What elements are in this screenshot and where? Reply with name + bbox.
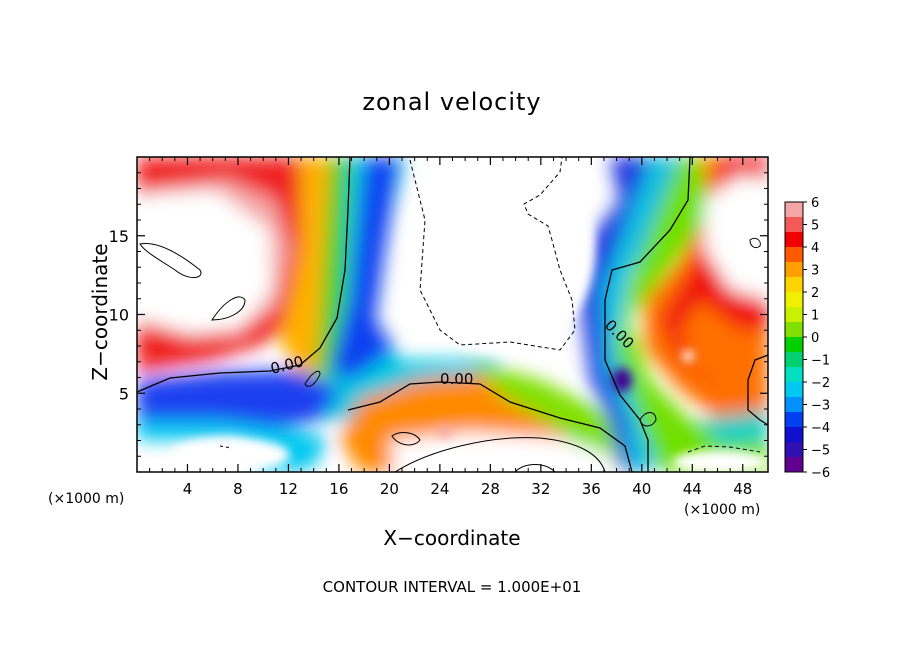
x-tick-label: 24 [430,480,449,498]
colorbar-swatch [785,277,803,293]
colorbar-swatch [785,202,803,218]
region-central-jet-blue [330,157,400,380]
colorbar-tick-label: 4 [811,241,819,256]
x-tick-label: 12 [279,480,298,498]
y-tick-label: 15 [109,227,129,246]
colorbar-swatch [785,352,803,368]
colorbar-tick-label: 6 [811,196,819,211]
x-tick-label: 44 [683,480,702,498]
y-axis-unit: (×1000 m) [48,491,125,507]
chart-title: zonal velocity [362,88,542,116]
y-tick-label: 10 [109,306,129,325]
contour-bottom-small [514,464,556,472]
x-tick-label: 20 [380,480,399,498]
colorbar: 6 5 4 3 2 1 0 −1 −2 −3 −4 −5 −6 [784,196,830,481]
x-tick-label: 16 [329,480,348,498]
region-white-left [137,190,272,335]
colorbar-tick-label: −1 [811,354,830,369]
contour-small-loop-b [211,296,246,321]
colorbar-swatch [785,232,803,248]
contour-small-loop-a [139,242,202,278]
x-axis-unit: (×1000 m) [684,502,761,518]
colorbar-tick-label: 5 [811,219,819,234]
contour-lines [137,157,768,472]
colorbar-swatch [785,217,803,233]
colorbar-tick-label: 2 [811,286,819,301]
colorbar-swatch [785,247,803,263]
x-axis-ticks: 4 8 12 16 20 24 28 32 36 40 44 48 [149,157,756,498]
region-white-upper-center [405,157,595,355]
colorbar-tick-label: −4 [811,421,830,436]
colorbar-swatch [785,382,803,398]
x-tick-label: 40 [632,480,651,498]
colorbar-swatch [785,412,803,428]
contour-bottom-arc [394,437,606,472]
x-axis-label: X−coordinate [383,526,521,550]
y-tick-label: 5 [119,384,129,403]
velocity-field [137,157,768,472]
x-tick-label: 4 [183,480,193,498]
contour-zero-right-lower [747,354,768,426]
contour-upper-right-loop [749,237,761,249]
colorbar-swatch [785,397,803,413]
contour-small-loop-e [639,412,657,427]
x-tick-label: 36 [582,480,601,498]
region-lower-right-cyan [700,410,768,445]
colorbar-tick-label: −6 [811,466,830,481]
colorbar-tick-label: −5 [811,444,830,459]
x-tick-label: 32 [531,480,550,498]
region-lower-left-white [170,437,290,472]
contour-small-loop-d [391,432,421,446]
colorbar-tick-label: −2 [811,376,830,391]
region-pink-patch [437,427,453,437]
contour-interval-note: CONTOUR INTERVAL = 1.000E+01 [322,578,582,596]
contour-dashed-tiny [219,445,233,449]
region-right-jet-cyan [600,157,690,472]
contour-zero-right [604,157,691,472]
region-white-right [705,175,768,300]
region-bottom-white-right [672,450,768,472]
region-right-green [615,157,768,472]
colorbar-swatch [785,292,803,308]
colorbar-swatch [785,337,803,353]
region-right-jet-blue [580,157,660,472]
x-tick-label: 8 [233,480,243,498]
contour-label-2: 0.00 [440,370,473,388]
x-tick-label: 48 [733,480,752,498]
colorbar-swatch [785,427,803,443]
colorbar-tick-label: 3 [811,264,819,279]
y-axis-label: Z−coordinate [88,243,112,381]
colorbar-swatch [785,307,803,323]
contour-dashed-bottom-right [687,445,761,453]
region-dark-blue-patch [612,368,632,392]
colorbar-swatch [785,442,803,458]
contour-zero-center [347,381,633,472]
colorbar-swatch [785,322,803,338]
colorbar-swatch [785,457,803,473]
region-white-spot [682,350,694,362]
y-axis-ticks: 5 10 15 [109,172,768,457]
colorbar-swatch [785,367,803,383]
colorbar-tick-label: 1 [811,309,819,324]
colorbar-swatch [785,262,803,278]
contour-dashed-white [409,157,576,351]
colorbar-tick-label: 0 [811,331,819,346]
colorbar-tick-label: −3 [811,399,830,414]
x-tick-label: 28 [481,480,500,498]
contour-small-loop-c [304,370,321,387]
contour-zero-left [137,157,351,393]
